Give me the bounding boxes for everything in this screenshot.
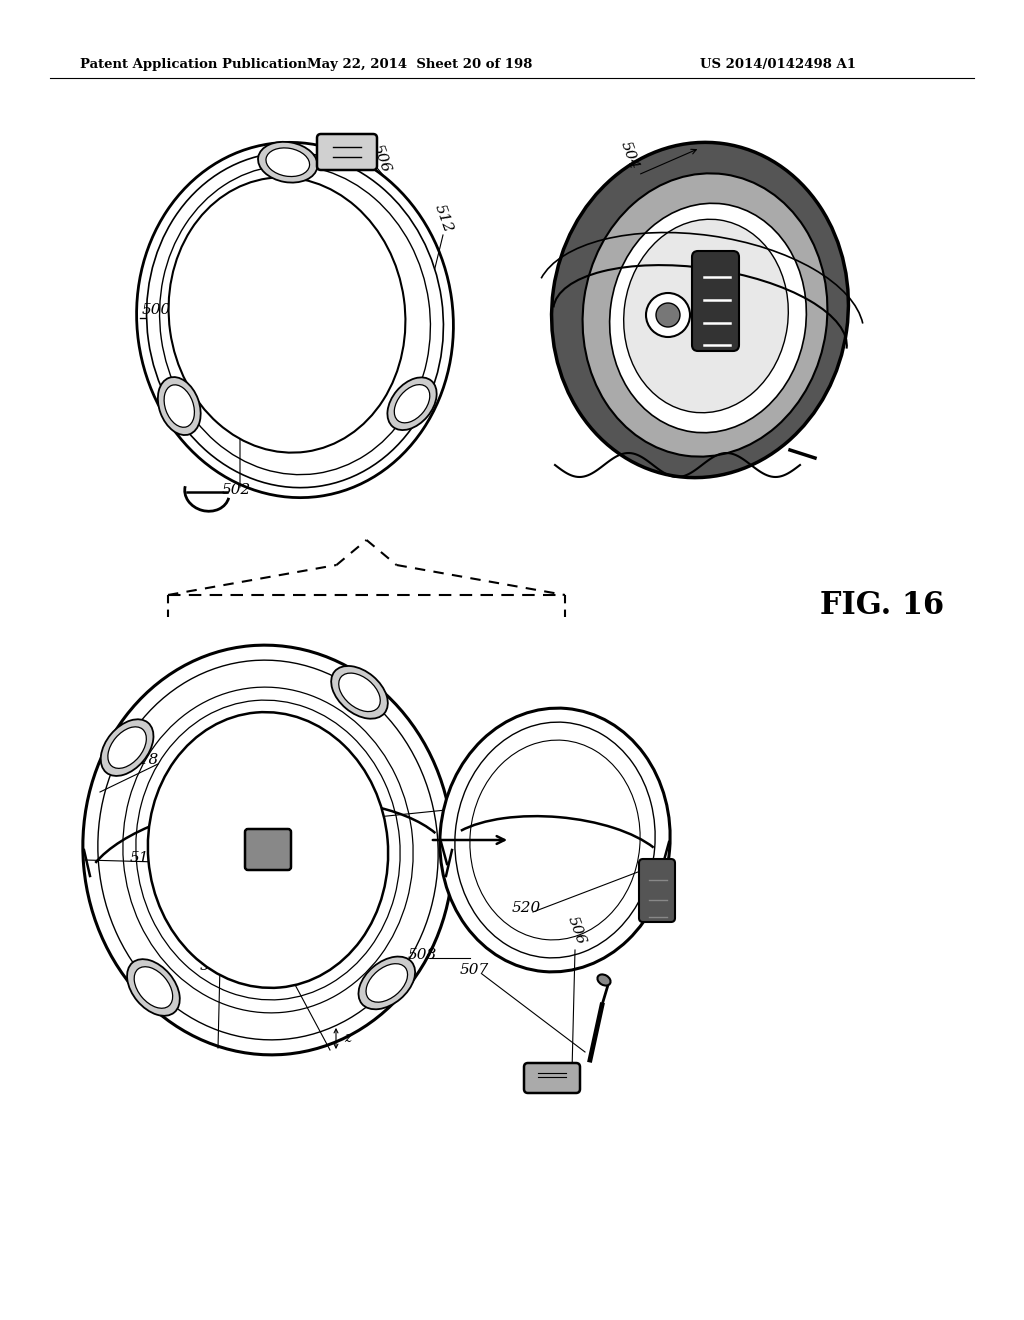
Text: 506: 506 <box>370 141 393 174</box>
Ellipse shape <box>169 177 406 453</box>
Ellipse shape <box>134 966 173 1008</box>
Text: 512: 512 <box>338 784 361 816</box>
Text: 510: 510 <box>130 851 160 865</box>
Circle shape <box>656 304 680 327</box>
Ellipse shape <box>366 964 408 1002</box>
Text: 504: 504 <box>618 139 641 172</box>
Text: 502: 502 <box>222 483 251 498</box>
Text: 520: 520 <box>512 902 542 915</box>
Ellipse shape <box>127 960 180 1016</box>
Ellipse shape <box>83 645 454 1055</box>
Text: 508: 508 <box>408 948 437 962</box>
Ellipse shape <box>164 385 195 428</box>
Text: FIG. 16: FIG. 16 <box>820 590 944 620</box>
Text: May 22, 2014  Sheet 20 of 198: May 22, 2014 Sheet 20 of 198 <box>307 58 532 71</box>
Ellipse shape <box>339 673 380 711</box>
Text: US 2014/0142498 A1: US 2014/0142498 A1 <box>700 58 856 71</box>
Ellipse shape <box>387 378 436 430</box>
FancyBboxPatch shape <box>639 859 675 921</box>
Text: z: z <box>344 1031 351 1045</box>
Ellipse shape <box>394 384 430 422</box>
Ellipse shape <box>440 708 670 972</box>
Text: Patent Application Publication: Patent Application Publication <box>80 58 307 71</box>
Ellipse shape <box>331 667 388 718</box>
Ellipse shape <box>609 203 806 433</box>
Text: 506: 506 <box>565 913 588 946</box>
Ellipse shape <box>136 143 454 498</box>
Ellipse shape <box>597 974 610 986</box>
Text: 518: 518 <box>130 752 160 767</box>
Ellipse shape <box>552 143 849 478</box>
Text: 512: 512 <box>432 202 455 234</box>
FancyBboxPatch shape <box>317 135 377 170</box>
Ellipse shape <box>266 148 309 177</box>
Ellipse shape <box>100 719 154 776</box>
FancyBboxPatch shape <box>524 1063 580 1093</box>
Ellipse shape <box>358 957 415 1010</box>
FancyBboxPatch shape <box>692 251 739 351</box>
Ellipse shape <box>146 152 443 487</box>
Ellipse shape <box>108 727 146 768</box>
Text: 516: 516 <box>280 960 309 973</box>
Ellipse shape <box>258 141 317 182</box>
Text: 514: 514 <box>200 960 229 973</box>
Text: 507: 507 <box>460 964 489 977</box>
Ellipse shape <box>147 711 388 987</box>
Ellipse shape <box>583 173 827 457</box>
Text: 500: 500 <box>142 304 171 317</box>
FancyBboxPatch shape <box>245 829 291 870</box>
Circle shape <box>646 293 690 337</box>
Ellipse shape <box>158 378 201 436</box>
Ellipse shape <box>624 219 788 413</box>
